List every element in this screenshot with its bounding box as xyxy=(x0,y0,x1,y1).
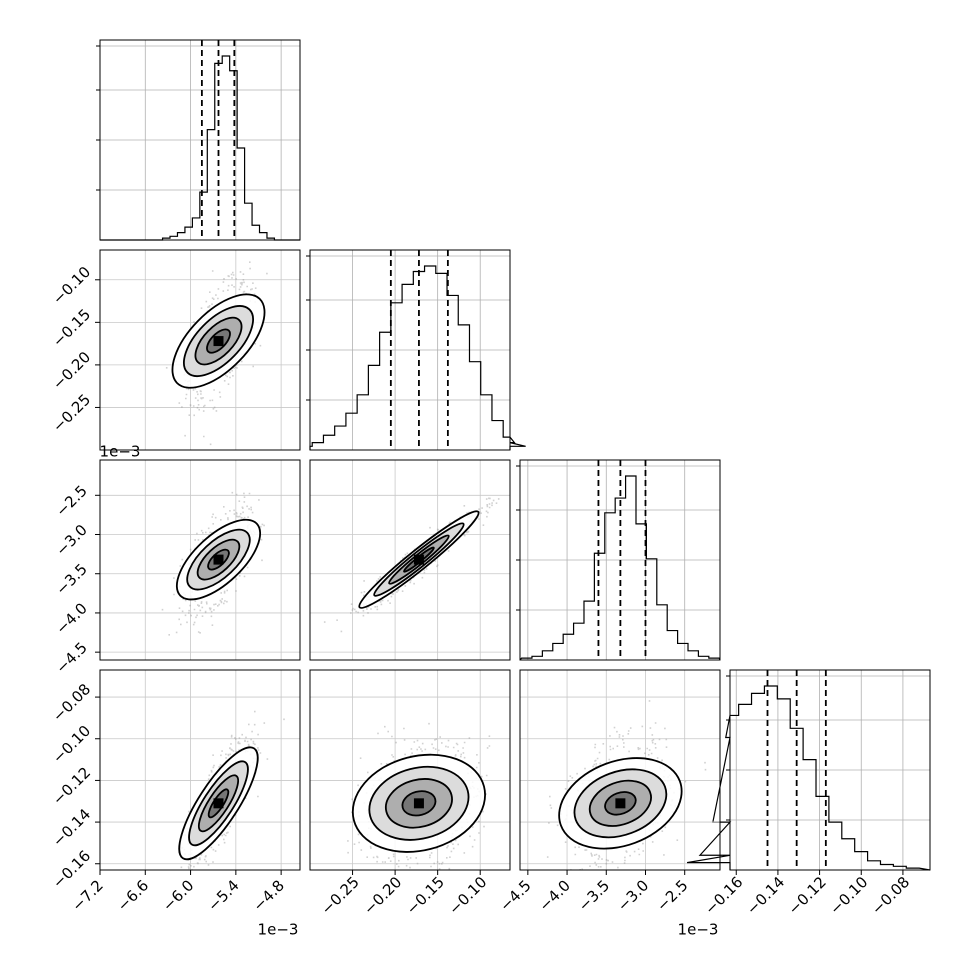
x-tick-label: −6.0 xyxy=(159,876,197,914)
scatter-panel-4-2 xyxy=(309,669,511,871)
x-tick-label: −4.8 xyxy=(250,876,288,914)
density-peak xyxy=(213,798,224,809)
density-peak xyxy=(413,554,424,565)
x-tick-label: −0.15 xyxy=(403,873,448,918)
y-tick-label: −3.0 xyxy=(52,521,90,559)
x-tick-label: −3.5 xyxy=(575,876,613,914)
y-tick-label: −0.15 xyxy=(49,305,94,350)
panel-frame xyxy=(309,459,511,661)
panel-content xyxy=(100,670,300,870)
density-peak xyxy=(213,554,224,565)
density-peak xyxy=(615,798,626,809)
x-tick-label: −0.25 xyxy=(318,873,363,918)
x-offset-label: 1e−3 xyxy=(258,921,299,939)
density-peak xyxy=(413,798,424,809)
panel-frame xyxy=(99,459,301,661)
density-peak xyxy=(213,336,224,347)
panel-content xyxy=(100,460,300,660)
scatter-panel-2-1 xyxy=(99,249,301,451)
y-tick-label: −4.0 xyxy=(52,599,90,637)
panel-content xyxy=(100,250,300,450)
panel-content xyxy=(520,670,720,870)
x-tick-label: −0.20 xyxy=(360,873,405,918)
x-tick-label: −0.08 xyxy=(868,873,913,918)
panel-content xyxy=(310,460,510,660)
scatter-panel-4-3 xyxy=(519,669,721,871)
x-tick-label: −0.14 xyxy=(743,873,788,918)
x-tick-label: −0.10 xyxy=(445,873,490,918)
scatter-panel-3-1 xyxy=(99,459,301,661)
x-tick-label: −0.10 xyxy=(826,873,871,918)
histogram-steps xyxy=(686,685,931,871)
scatter-panel-4-1 xyxy=(99,669,301,871)
x-tick-label: −4.0 xyxy=(535,876,573,914)
y-tick-label: −3.5 xyxy=(52,560,90,598)
x-offset-label: 1e−3 xyxy=(678,921,719,939)
x-tick-label: −7.2 xyxy=(68,876,106,914)
histogram-steps xyxy=(100,55,300,241)
y-tick-label: −0.25 xyxy=(49,390,94,435)
y-tick-label: −0.10 xyxy=(49,722,94,767)
x-tick-label: −6.6 xyxy=(114,876,152,914)
panel-content xyxy=(310,670,510,870)
panel-frame xyxy=(99,249,301,451)
histogram-panel-2 xyxy=(306,249,526,451)
histogram-steps xyxy=(519,475,721,661)
y-tick-label: −4.5 xyxy=(52,639,90,677)
x-tick-label: −2.5 xyxy=(653,876,691,914)
panel-frame xyxy=(99,669,301,871)
histogram-panel-3 xyxy=(516,459,721,661)
y-tick-label: −0.20 xyxy=(49,348,94,393)
x-tick-label: −5.4 xyxy=(204,876,242,914)
panel-frame xyxy=(519,669,721,871)
y-tick-label: −0.10 xyxy=(49,263,94,308)
panel-frame xyxy=(309,669,511,871)
histogram-panel-1 xyxy=(96,39,301,241)
histogram-panel-4 xyxy=(686,669,931,871)
y-tick-label: −0.12 xyxy=(49,763,94,808)
y-tick-label: −2.5 xyxy=(52,482,90,520)
x-tick-label: −3.0 xyxy=(614,876,652,914)
x-tick-label: −4.5 xyxy=(496,876,534,914)
histogram-steps xyxy=(309,265,526,450)
scatter-panel-3-2 xyxy=(309,459,511,661)
x-tick-label: −0.16 xyxy=(701,873,746,918)
y-tick-label: −0.14 xyxy=(49,805,94,850)
y-tick-label: −0.08 xyxy=(49,680,94,725)
y-offset-label: 1e−3 xyxy=(100,443,141,461)
x-tick-label: −0.12 xyxy=(785,873,830,918)
